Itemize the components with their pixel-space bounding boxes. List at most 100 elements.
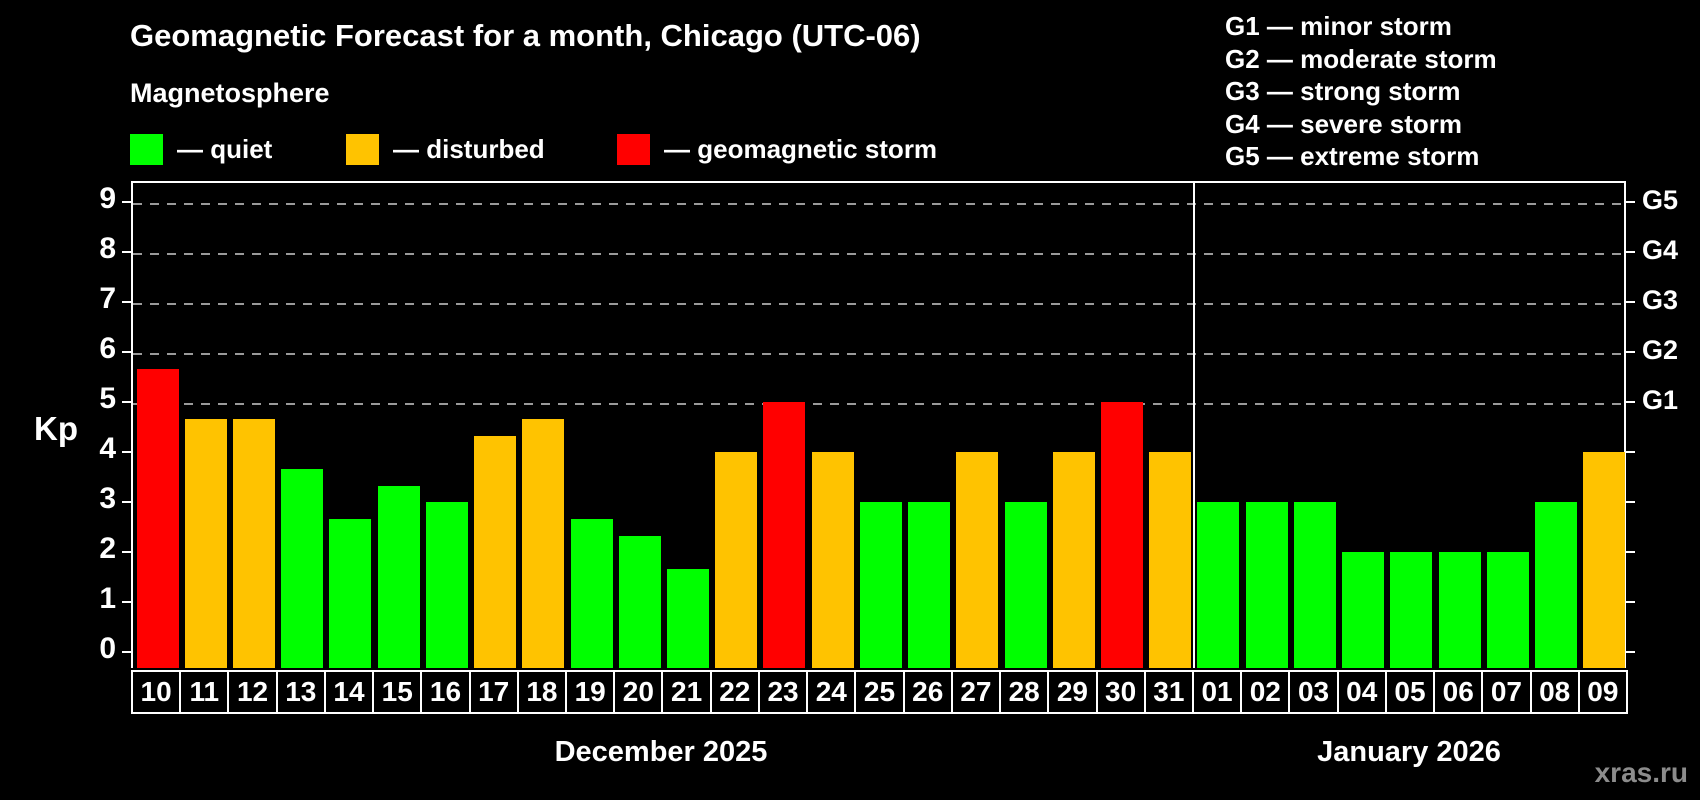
date-cell-05: 05: [1384, 670, 1436, 714]
date-cell-07: 07: [1481, 670, 1532, 714]
y-tick-right-5: [1626, 401, 1635, 403]
kp-bar-day-05: [1390, 552, 1433, 668]
date-cell-22: 22: [709, 670, 760, 714]
y-tick-right-9: [1626, 201, 1635, 203]
y-tick-left-4: [122, 451, 131, 453]
kp-bar-day-22: [715, 452, 758, 668]
date-cell-23: 23: [757, 670, 809, 714]
date-cell-12: 12: [227, 670, 278, 714]
kp-bar-day-14: [329, 518, 372, 668]
y-tick-label-8: 8: [99, 232, 116, 265]
y-tick-left-8: [122, 251, 131, 253]
month-separator-line: [1192, 183, 1195, 668]
date-cell-21: 21: [661, 670, 712, 714]
date-cell-04: 04: [1336, 670, 1387, 714]
y-tick-left-7: [122, 301, 131, 303]
quiet-color-swatch: [130, 134, 163, 165]
date-cell-15: 15: [372, 670, 423, 714]
kp-bar-day-27: [956, 452, 999, 668]
kp-bar-day-01: [1197, 502, 1240, 668]
y-tick-right-3: [1626, 501, 1635, 503]
kp-bar-day-20: [618, 535, 661, 668]
date-cell-19: 19: [565, 670, 616, 714]
kp-bar-day-08: [1535, 502, 1578, 668]
y-tick-label-3: 3: [99, 482, 116, 515]
date-cell-17: 17: [468, 670, 519, 714]
date-cell-13: 13: [275, 670, 326, 714]
storm-scale-line: G3 — strong storm: [1225, 76, 1461, 106]
y-tick-label-1: 1: [99, 582, 116, 615]
kp-bar-day-13: [281, 468, 324, 668]
kp-bar-day-15: [377, 485, 420, 668]
date-cell-29: 29: [1047, 670, 1098, 714]
date-cell-03: 03: [1288, 670, 1339, 714]
kp-bar-day-31: [1149, 452, 1192, 668]
date-cell-20: 20: [613, 670, 664, 714]
kp-bar-day-17: [474, 435, 517, 668]
y-tick-right-7: [1626, 301, 1635, 303]
y-tick-label-2: 2: [99, 532, 116, 565]
storm-color-swatch: [617, 134, 650, 165]
date-cell-16: 16: [420, 670, 471, 714]
kp-bar-day-07: [1486, 552, 1529, 668]
y-tick-left-1: [122, 601, 131, 603]
legend-item-quiet: — quiet: [130, 134, 272, 165]
y-tick-left-5: [122, 401, 131, 403]
chart-subtitle: Magnetosphere: [130, 78, 330, 108]
date-cell-01: 01: [1191, 670, 1243, 714]
kp-bar-day-23: [763, 402, 806, 668]
date-cell-06: 06: [1433, 670, 1484, 714]
y-tick-right-2: [1626, 551, 1635, 553]
gridline-kp5: [133, 403, 1624, 405]
date-cell-11: 11: [179, 670, 230, 714]
gridline-kp7: [133, 303, 1624, 305]
watermark: xras.ru: [1594, 757, 1688, 788]
storm-scale-line: G1 — minor storm: [1225, 11, 1452, 41]
kp-bar-day-24: [811, 452, 854, 668]
y-tick-right-0: [1626, 651, 1635, 653]
kp-bar-day-19: [570, 518, 613, 668]
y-tick-label-6: 6: [99, 332, 116, 365]
y-tick-label-7: 7: [99, 282, 116, 315]
storm-scale-line: G2 — moderate storm: [1225, 43, 1497, 74]
y-tick-right-4: [1626, 451, 1635, 453]
y-axis-label: Kp: [34, 410, 78, 447]
y-tick-left-0: [122, 651, 131, 653]
kp-bar-day-28: [1004, 502, 1047, 668]
y-tick-left-2: [122, 551, 131, 553]
chart-title: Geomagnetic Forecast for a month, Chicag…: [130, 18, 921, 53]
y-tick-left-6: [122, 351, 131, 353]
storm-scale-legend: G1 — minor storm G2 — moderate storm G3 — …: [1225, 10, 1497, 173]
gridline-kp9: [133, 203, 1624, 205]
disturbed-color-swatch: [346, 134, 379, 165]
legend-label-disturbed: — disturbed: [393, 134, 545, 164]
y-tick-label-4: 4: [99, 432, 116, 465]
right-axis-label-g1: G1: [1642, 385, 1679, 415]
kp-bar-day-25: [859, 502, 902, 668]
kp-bar-day-06: [1438, 552, 1481, 668]
kp-bar-day-30: [1101, 402, 1144, 668]
date-cell-25: 25: [854, 670, 905, 714]
date-cell-09: 09: [1577, 670, 1628, 714]
y-tick-label-5: 5: [99, 382, 116, 415]
kp-bar-day-29: [1052, 452, 1095, 668]
date-cell-30: 30: [1095, 670, 1146, 714]
date-cell-08: 08: [1529, 670, 1580, 714]
y-tick-right-6: [1626, 351, 1635, 353]
date-cell-27: 27: [950, 670, 1002, 714]
plot-area: [131, 181, 1626, 668]
right-axis-label-g2: G2: [1642, 335, 1679, 365]
date-cell-28: 28: [999, 670, 1050, 714]
month-label-january: January 2026: [1317, 736, 1501, 768]
date-cell-24: 24: [806, 670, 857, 714]
right-axis-label-g3: G3: [1642, 285, 1679, 315]
kp-bar-day-21: [666, 568, 709, 668]
storm-scale-line: G5 — extreme storm: [1225, 141, 1480, 171]
storm-scale-line: G4 — severe storm: [1225, 108, 1463, 139]
date-cell-10: 10: [131, 670, 182, 714]
legend-item-disturbed: — disturbed: [346, 134, 545, 165]
kp-bar-day-16: [425, 502, 468, 668]
legend-label-quiet: — quiet: [177, 134, 273, 164]
gridline-kp8: [133, 253, 1624, 255]
gridline-kp6: [133, 353, 1624, 355]
